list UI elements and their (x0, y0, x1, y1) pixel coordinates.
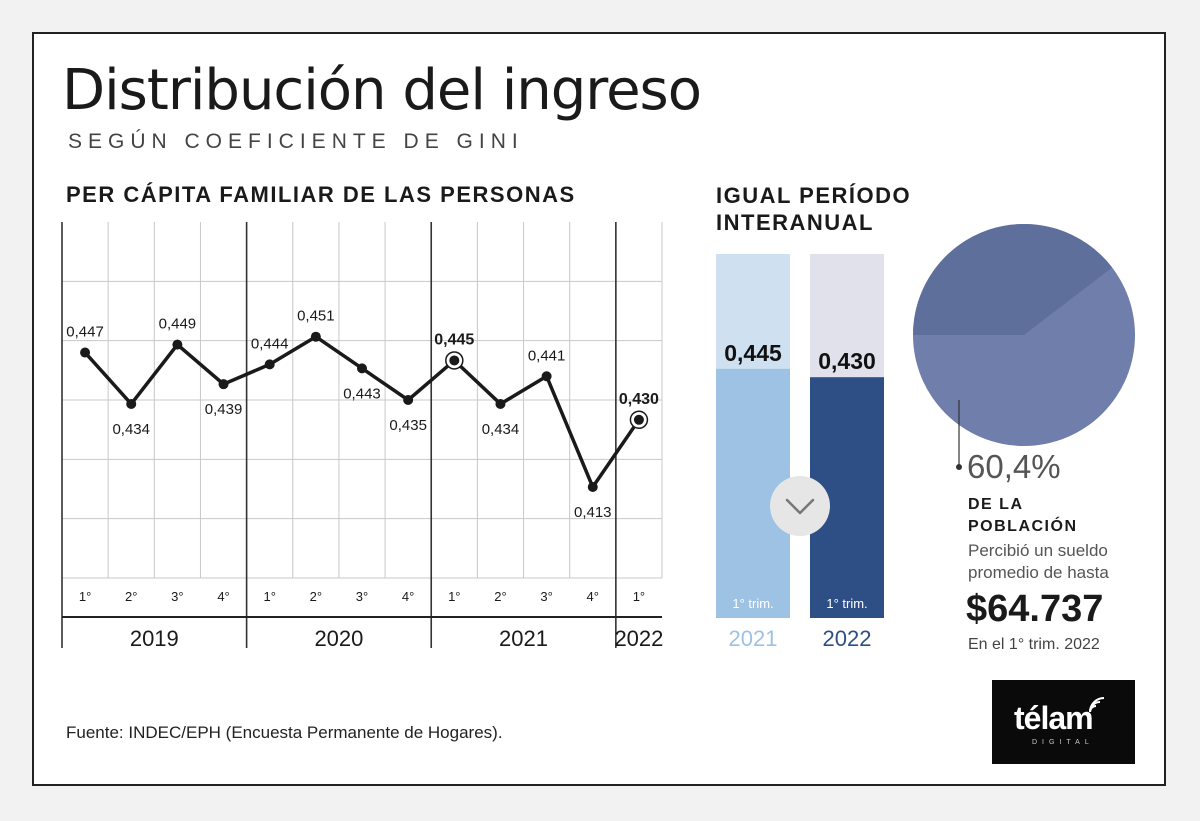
quarter-label: 3° (356, 589, 368, 604)
line-chart-grid: 1° 2° 3° 4° 1° 2° 3° 4° 1° 2° 3° 4° 1° 2019 2020 2021 20… (61, 222, 663, 651)
source-note: Fuente: INDEC/EPH (Encuesta Permanente d… (66, 723, 503, 742)
bar-category-label: 2022 (823, 626, 872, 651)
bar-sublabel: 1° trim. (826, 596, 867, 611)
data-point (357, 363, 367, 374)
year-label: 2021 (499, 626, 548, 651)
salary-amount: $64.737 (966, 588, 1104, 630)
decrease-indicator (770, 476, 830, 536)
logo-sub: DIGITAL (1032, 739, 1094, 746)
quarter-label: 1° (448, 589, 460, 604)
year-label: 2022 (614, 626, 663, 651)
quarter-label: 3° (540, 589, 552, 604)
data-label: 0,449 (159, 316, 197, 333)
quarter-label: 1° (633, 589, 645, 604)
data-point (633, 414, 644, 425)
bar-chart-title: IGUAL PERÍODO INTERANUAL (716, 183, 912, 235)
data-label: 0,434 (112, 421, 150, 438)
data-point (403, 395, 414, 405)
line-chart-series: 0,447 0,434 0,449 0,439 0,444 0,451 0,443 0,435… (66, 308, 659, 521)
population-line-2: POBLACIÓN (968, 518, 1078, 535)
quarter-label: 1° (79, 589, 91, 604)
data-point (310, 331, 321, 342)
data-label: 0,434 (482, 421, 520, 438)
bar-value-label: 0,430 (818, 348, 876, 374)
chevron-down-icon (785, 498, 815, 515)
data-point (80, 347, 91, 358)
data-point (449, 355, 460, 366)
data-point (264, 359, 275, 370)
pie-leader-dot (956, 464, 962, 470)
data-label: 0,435 (389, 417, 427, 434)
data-label: 0,444 (251, 335, 289, 352)
data-label: 0,445 (434, 331, 474, 348)
salary-description-line-2: promedio de hasta (968, 563, 1109, 582)
population-label: DE LA POBLACIÓN (968, 494, 1078, 538)
bar-category-label: 2021 (729, 626, 778, 651)
data-label: 0,447 (66, 324, 104, 341)
page-title: Distribución del ingreso (62, 58, 702, 123)
bar-chart: 0,445 1° trim. 2021 0,430 1° trim. 2022 (716, 254, 884, 651)
data-label: 0,443 (343, 385, 381, 402)
line-chart-title: PER CÁPITA FAMILIAR DE LAS PERSONAS (66, 182, 576, 207)
quarter-label: 3° (171, 589, 183, 604)
page-subtitle: SEGÚN COEFICIENTE DE GINI (68, 130, 524, 153)
salary-period: En el 1° trim. 2022 (968, 636, 1100, 653)
quarter-label: 4° (217, 589, 229, 604)
quarter-label: 4° (587, 589, 599, 604)
salary-description-line-1: Percibió un sueldo (968, 541, 1108, 560)
quarter-label: 2° (310, 589, 322, 604)
data-label: 0,413 (574, 504, 612, 521)
data-point (172, 339, 183, 350)
data-point (495, 398, 506, 409)
telam-logo: télam DIGITAL (992, 680, 1135, 764)
data-point (541, 371, 552, 382)
data-label: 0,439 (205, 401, 243, 418)
bar-sublabel: 1° trim. (732, 596, 773, 611)
pie-slice (913, 224, 1113, 335)
quarter-label: 2° (125, 589, 137, 604)
year-label: 2019 (130, 626, 179, 651)
year-label: 2020 (314, 626, 363, 651)
signal-icon (1089, 697, 1105, 713)
quarter-label: 4° (402, 589, 414, 604)
quarter-label: 1° (263, 589, 275, 604)
quarter-label: 2° (494, 589, 506, 604)
population-line-1: DE LA (968, 496, 1024, 513)
data-label: 0,430 (619, 391, 659, 408)
data-label: 0,451 (297, 308, 335, 325)
bar-value-label: 0,445 (724, 340, 782, 366)
data-point (218, 379, 229, 390)
salary-description: Percibió un sueldo promedio de hasta (968, 540, 1109, 584)
data-point (587, 482, 598, 493)
pie-chart (913, 224, 1135, 470)
data-label: 0,441 (528, 347, 566, 364)
data-point (126, 398, 137, 409)
pie-percentage: 60,4% (967, 448, 1061, 485)
logo-name: télam (1014, 700, 1094, 736)
